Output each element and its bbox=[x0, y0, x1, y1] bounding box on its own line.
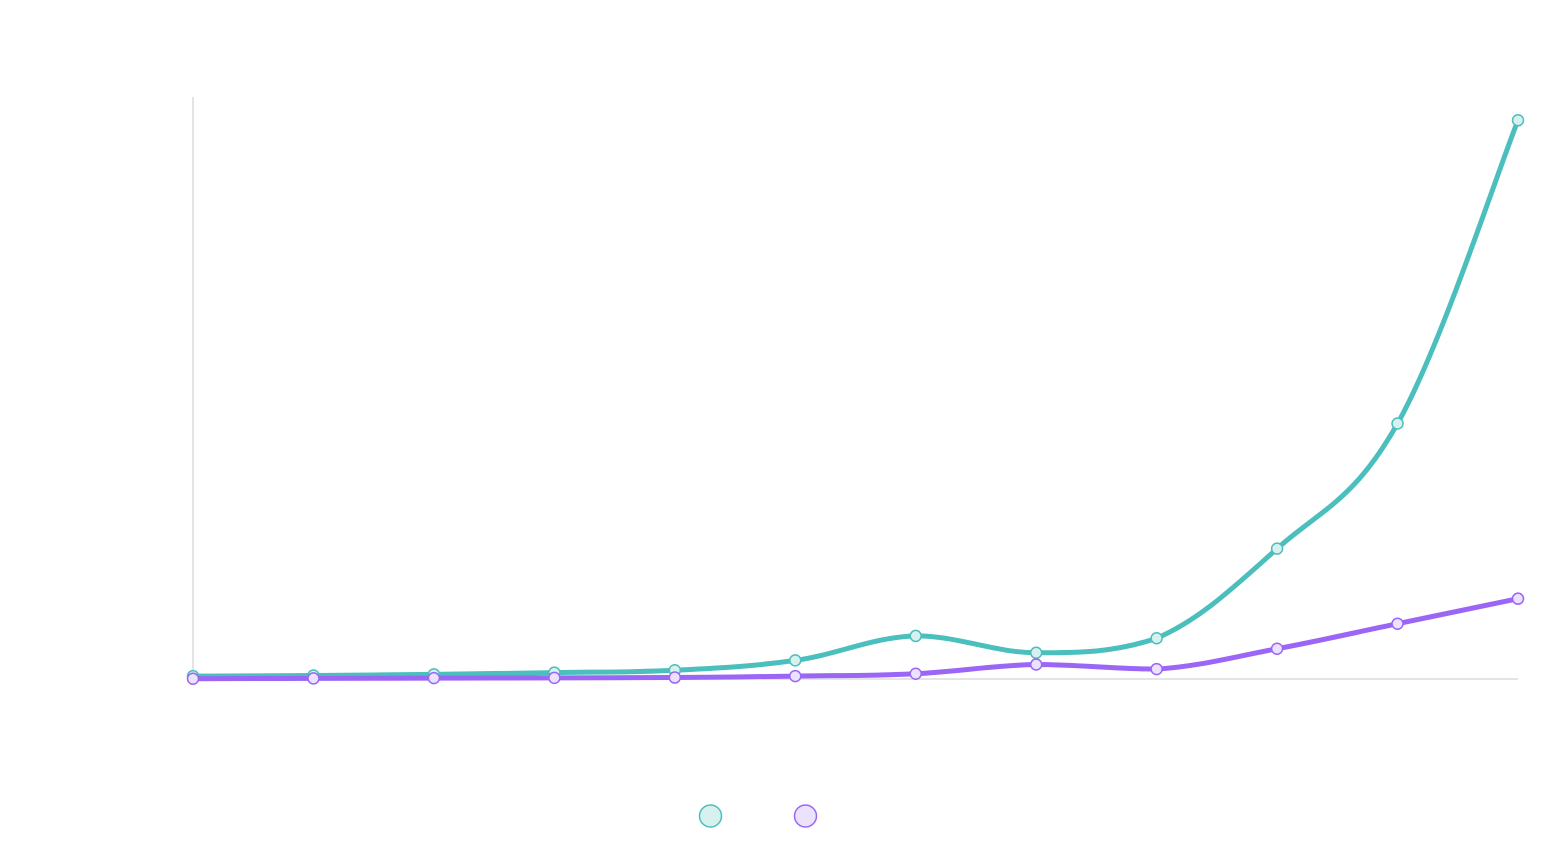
series-2-point-9[interactable] bbox=[1150, 662, 1163, 676]
series-2-line bbox=[190, 596, 1521, 682]
series-1-line bbox=[190, 117, 1521, 679]
legend bbox=[698, 804, 818, 828]
series-2-point-5[interactable] bbox=[668, 671, 682, 684]
series-1 bbox=[186, 114, 1525, 683]
series-1-point-6[interactable] bbox=[789, 654, 802, 667]
legend-marker-series-2[interactable] bbox=[793, 804, 818, 828]
series-1-point-7[interactable] bbox=[909, 629, 922, 643]
series-2-point-8[interactable] bbox=[1029, 658, 1043, 671]
series-2-point-4[interactable] bbox=[548, 671, 561, 685]
series-1-point-12[interactable] bbox=[1511, 114, 1525, 127]
series-2-point-12[interactable] bbox=[1511, 592, 1525, 605]
series-2-point-7[interactable] bbox=[909, 667, 922, 681]
series-1-point-10[interactable] bbox=[1270, 542, 1284, 555]
series-2-point-10[interactable] bbox=[1270, 642, 1284, 655]
legend-marker-series-1[interactable] bbox=[698, 804, 723, 828]
series-1-point-8[interactable] bbox=[1029, 646, 1043, 660]
series-2-point-1[interactable] bbox=[186, 672, 200, 685]
series-layer bbox=[186, 114, 1525, 685]
series-2-point-3[interactable] bbox=[427, 671, 441, 685]
series-1-point-11[interactable] bbox=[1391, 417, 1404, 430]
series-2-point-2[interactable] bbox=[307, 672, 320, 685]
series-2 bbox=[186, 592, 1525, 685]
series-1-point-9[interactable] bbox=[1150, 632, 1163, 645]
series-2-point-11[interactable] bbox=[1391, 617, 1404, 630]
series-2-point-6[interactable] bbox=[789, 669, 802, 683]
